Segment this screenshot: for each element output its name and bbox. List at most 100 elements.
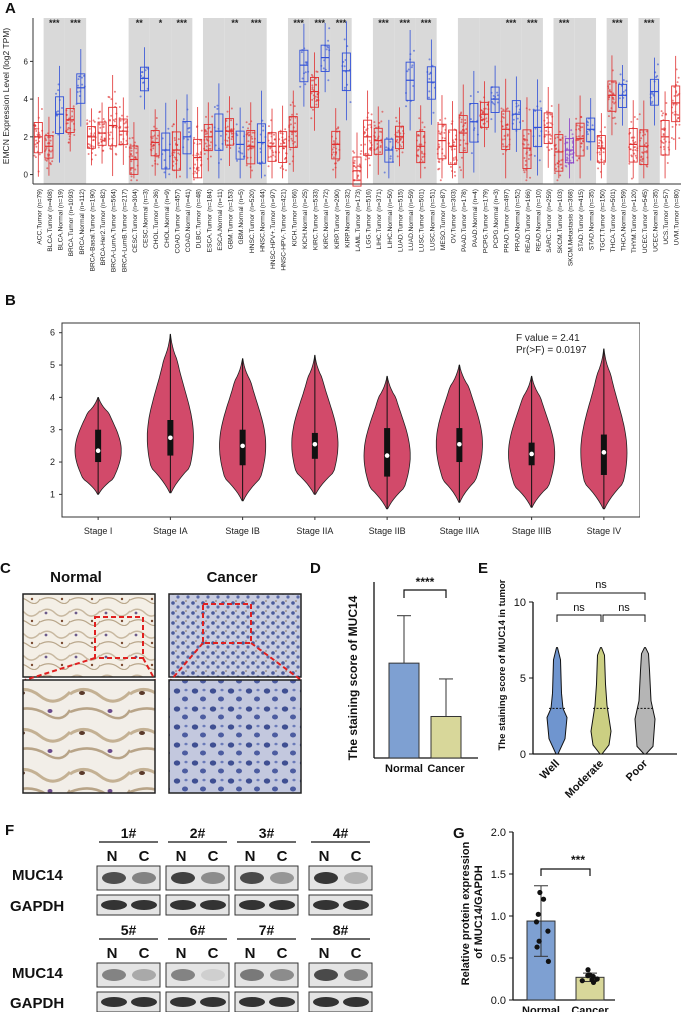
- data-point: [284, 128, 287, 131]
- category-label: BRCA.Tumor (n=1093): [68, 189, 75, 256]
- data-point: [365, 128, 368, 131]
- box: [458, 115, 468, 153]
- category-label: KIRP.Normal (n=32): [344, 189, 351, 248]
- data-point: [453, 148, 456, 151]
- category-label: HNSC.Normal (n=44): [259, 189, 266, 252]
- median-dot: [95, 448, 101, 454]
- sample-label: 8#: [333, 922, 349, 938]
- data-point: [261, 142, 264, 145]
- category-label: TGCT.Tumor (n=150): [599, 189, 606, 252]
- median-dot: [529, 451, 534, 457]
- lane-label-n: N: [245, 945, 256, 962]
- data-point: [161, 137, 164, 140]
- gapdh-band: [239, 997, 265, 1007]
- bracket-moderate-poor: [602, 614, 646, 622]
- shaded-group-4: [171, 18, 193, 184]
- significance-mark: ***: [612, 18, 623, 28]
- data-point: [460, 118, 463, 121]
- data-point: [135, 147, 138, 150]
- gapdh-band: [131, 997, 157, 1007]
- data-point: [204, 142, 207, 145]
- data-point: [188, 126, 191, 129]
- muc14-band: [240, 872, 264, 884]
- data-point: [529, 176, 532, 179]
- data-point: [421, 160, 424, 163]
- data-point: [301, 77, 304, 80]
- category-label: THYM.Tumor (n=120): [631, 189, 638, 253]
- data-point: [114, 102, 117, 105]
- data-point: [528, 154, 531, 157]
- data-point: [460, 130, 463, 133]
- data-point: [581, 140, 584, 143]
- data-point: [675, 103, 678, 106]
- data-point: [431, 64, 434, 67]
- x-tick-label: Stage IIIB: [512, 526, 552, 536]
- data-point: [315, 83, 318, 86]
- data-point: [77, 78, 80, 81]
- data-point: [248, 131, 251, 134]
- shaded-group-8: [287, 18, 310, 184]
- anova-f-value: F value = 2.41: [516, 333, 580, 344]
- data-point: [645, 150, 648, 153]
- data-point: [189, 167, 192, 170]
- data-point: [549, 133, 552, 136]
- x-tick-label: Poor: [624, 757, 651, 784]
- panel-g-ylabel-line1: Relative protein expression: [460, 841, 472, 985]
- significance-mark: ***: [49, 18, 60, 28]
- data-point: [78, 94, 81, 97]
- data-point: [250, 147, 253, 150]
- data-point: [66, 128, 69, 131]
- data-point: [102, 123, 105, 126]
- data-point: [163, 159, 166, 162]
- lane-label-c: C: [351, 848, 362, 865]
- data-point: [464, 149, 467, 152]
- data-point: [97, 117, 100, 120]
- data-point: [272, 142, 275, 145]
- ihc-normal-high-mag: [22, 679, 156, 794]
- data-point: [209, 141, 212, 144]
- data-point: [195, 154, 198, 157]
- muc14-band: [132, 969, 156, 981]
- data-point: [656, 75, 659, 78]
- panel-d-significance: ****: [416, 575, 435, 589]
- data-point: [383, 171, 386, 174]
- category-label: PRAD.Tumor (n=497): [504, 189, 511, 253]
- category-label: PAAD.Tumor (n=178): [461, 189, 468, 252]
- data-point: [528, 108, 531, 111]
- data-point: [463, 147, 466, 150]
- muc14-band: [201, 872, 225, 884]
- data-point: [496, 91, 499, 94]
- ihc-cancer-zoom-box: [202, 603, 252, 644]
- data-point: [94, 154, 97, 157]
- category-label: ESCA.Normal (n=11): [217, 189, 224, 251]
- data-point: [314, 95, 317, 98]
- data-point: [546, 146, 549, 149]
- data-point: [88, 120, 91, 123]
- data-point: [151, 137, 154, 140]
- category-label: READ.Normal (n=10): [536, 189, 543, 251]
- category-label: COAD.Normal (n=41): [185, 189, 192, 252]
- data-point: [153, 125, 156, 128]
- lane-label-n: N: [176, 848, 187, 865]
- data-point: [311, 75, 314, 78]
- data-point: [125, 120, 128, 123]
- data-point: [357, 165, 360, 168]
- category-label: CESC.Tumor (n=304): [132, 189, 139, 253]
- data-point: [496, 94, 499, 97]
- data-point: [282, 147, 285, 150]
- data-point: [603, 163, 606, 166]
- data-point: [311, 84, 314, 87]
- significance-mark: ***: [70, 18, 81, 28]
- data-point: [418, 117, 421, 120]
- data-point: [566, 141, 569, 144]
- data-point: [230, 132, 233, 135]
- data-point: [40, 107, 43, 110]
- data-point: [630, 120, 633, 123]
- data-point: [194, 170, 197, 173]
- data-point: [492, 102, 495, 105]
- category-label: MESO.Tumor (n=87): [440, 189, 447, 250]
- category-label: LIHC.Normal (n=50): [387, 189, 394, 248]
- data-point: [533, 154, 536, 157]
- data-point: [527, 132, 530, 135]
- box: [278, 131, 288, 163]
